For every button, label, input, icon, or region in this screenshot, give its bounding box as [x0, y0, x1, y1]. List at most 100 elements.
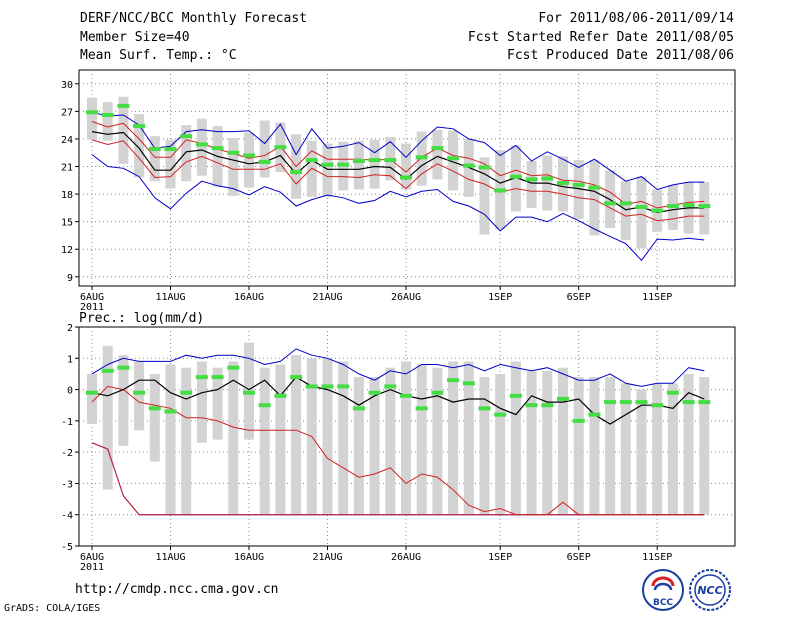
temp-obs-mark: [117, 103, 130, 108]
prec-spread-box: [495, 373, 506, 515]
prec-obs-mark: [682, 400, 695, 405]
temp-obs-mark: [86, 110, 98, 115]
temp-obs-mark: [227, 150, 240, 155]
prec-ytick-label: 2: [67, 323, 73, 334]
prec-xtick-label: 21AUG: [312, 552, 342, 563]
temp-obs-mark: [133, 124, 146, 129]
prec-spread-box: [526, 370, 537, 515]
prec-spread-box: [573, 377, 584, 515]
prec-obs-mark: [431, 390, 444, 395]
prec-obs-mark: [635, 400, 648, 405]
prec-obs-mark: [101, 368, 114, 373]
ncc-logo-text: NCC: [697, 584, 722, 597]
prec-xtick-label: 11SEP: [642, 552, 672, 563]
temp-spread-box: [573, 160, 584, 219]
prec-obs-mark: [258, 403, 271, 408]
temp-panel: 9 12 15 18 21 24 27 30 6AUG 11AUG 16AUG 21AUG 26AUG 1…: [61, 69, 736, 313]
temp-obs-mark: [211, 146, 224, 151]
prec-spread-box: [259, 367, 270, 515]
temp-obs-mark: [588, 185, 601, 190]
prec-max-line: [91, 348, 705, 387]
prec-upper_red-line: [91, 385, 705, 516]
temp-ytick-label: 15: [61, 218, 73, 229]
prec-obs-mark: [588, 412, 601, 417]
prec-ytick-label: -4: [61, 511, 73, 522]
temp-obs-mark: [290, 170, 303, 175]
temp-obs-mark: [148, 147, 161, 152]
prec-spread-box: [353, 377, 364, 515]
temp-xtick-label: 11SEP: [642, 292, 672, 303]
prec-spread-box: [102, 345, 113, 490]
temp-spread-box: [102, 102, 113, 141]
prec-year-label: 2011: [80, 562, 104, 573]
prec-obs-mark: [666, 390, 679, 395]
prec-xtick-label: 16AUG: [234, 552, 264, 563]
ncc-logo: NCC: [689, 569, 731, 611]
temp-spread-box: [228, 138, 239, 196]
prec-spread-box: [338, 361, 349, 515]
prec-spread-box: [369, 377, 380, 515]
prec-spread-box: [620, 383, 631, 515]
prec-obs-mark: [400, 393, 412, 398]
temp-variable-label: Mean Surf. Temp.: °C: [80, 48, 237, 63]
prec-variable-label: Prec.: log(mm/d): [79, 311, 204, 326]
temp-ytick-label: 18: [61, 190, 73, 201]
temp-spread-box: [181, 125, 192, 182]
prec-obs-mark: [384, 384, 397, 389]
prec-spread-box: [118, 355, 129, 446]
refer-date: Fcst Started Refer Date 2011/08/05: [467, 30, 734, 45]
prec-obs-mark: [274, 393, 287, 398]
temp-xtick-label: 1SEP: [488, 292, 512, 303]
temp-year-label: 2011: [80, 302, 104, 313]
prec-spread-box: [558, 367, 568, 515]
temp-obs-mark: [698, 204, 711, 209]
prec-spread-box: [683, 373, 694, 515]
prec-spread-box: [416, 364, 427, 515]
temp-obs-mark: [243, 153, 255, 158]
prec-obs-mark: [698, 400, 711, 405]
prec-obs-mark: [478, 406, 491, 411]
prec-obs-mark: [133, 390, 146, 395]
temp-spread-box: [118, 96, 129, 164]
temp-lower-line: [91, 139, 705, 222]
temp-frame: [78, 69, 736, 287]
prec-obs-mark: [619, 400, 632, 405]
temp-spread-box: [149, 136, 160, 182]
prec-spread-box: [87, 373, 97, 424]
temp-obs-mark: [494, 188, 507, 193]
member-size: Member Size=40: [80, 30, 190, 45]
prec-obs-mark: [227, 365, 240, 370]
temp-spread-box: [87, 97, 97, 140]
source-url[interactable]: http://cmdp.ncc.cma.gov.cn: [75, 582, 279, 597]
temp-xtick-label: 21AUG: [312, 292, 342, 303]
prec-xtick-label: 11AUG: [155, 552, 185, 563]
temp-spread-box: [134, 114, 145, 178]
prec-spread-box: [322, 358, 333, 515]
temp-obs-mark: [305, 158, 318, 163]
temp-spread-box: [636, 176, 647, 249]
produced-date: Fcst Produced Date 2011/08/06: [507, 48, 734, 63]
temp-spread-box: [448, 130, 459, 191]
prec-obs-mark: [243, 390, 255, 395]
prec-obs-mark: [494, 412, 507, 417]
temp-obs-mark: [384, 158, 397, 163]
temp-obs-mark: [666, 204, 679, 209]
temp-spread-box: [259, 120, 270, 178]
prec-obs-mark: [321, 384, 334, 389]
prec-spread-box: [165, 364, 176, 515]
temp-obs-mark: [101, 113, 114, 118]
chart-title: DERF/NCC/BCC Monthly Forecast: [80, 11, 307, 26]
prec-obs-mark: [462, 381, 475, 386]
prec-obs-mark: [557, 396, 569, 401]
prec-xtick-label: 1SEP: [488, 552, 512, 563]
prec-spread-box: [149, 373, 160, 462]
prec-spread-box: [636, 389, 647, 515]
prec-ytick-label: -3: [61, 479, 73, 490]
temp-obs-mark: [572, 182, 585, 187]
temp-min-line: [91, 154, 705, 262]
temp-obs-mark: [258, 159, 271, 164]
prec-obs-mark: [525, 403, 538, 408]
prec-spread-box: [463, 361, 474, 515]
prec-obs-mark: [509, 393, 522, 398]
